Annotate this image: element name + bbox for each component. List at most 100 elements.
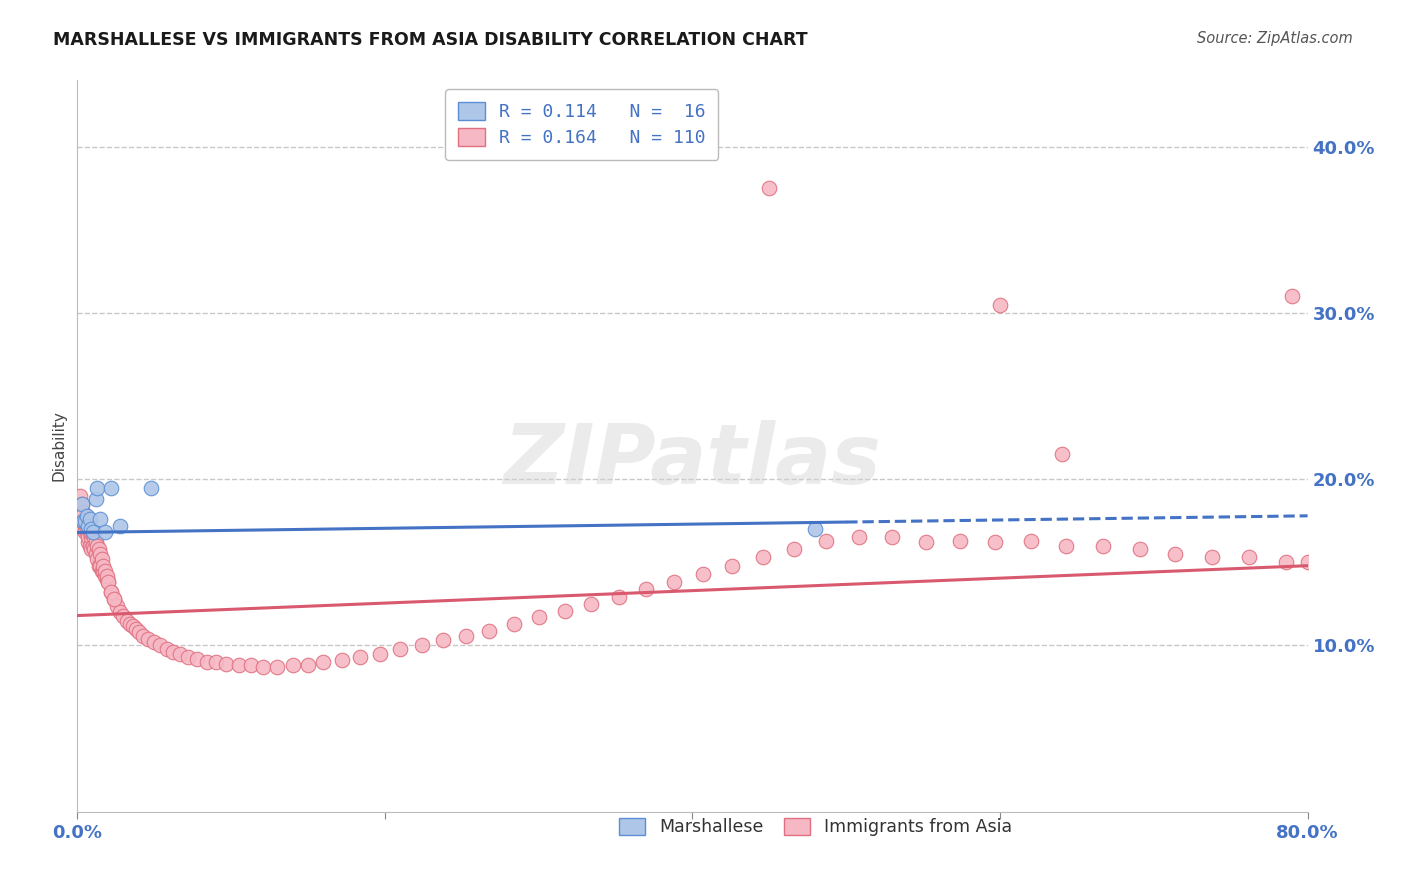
Point bbox=[86, 481, 108, 495]
Point bbox=[692, 567, 714, 582]
Point bbox=[110, 605, 132, 619]
Point bbox=[97, 575, 120, 590]
Point bbox=[1296, 555, 1319, 569]
Point bbox=[721, 558, 744, 573]
Point bbox=[389, 641, 412, 656]
Point bbox=[984, 535, 1007, 549]
Point bbox=[503, 616, 526, 631]
Point bbox=[112, 608, 135, 623]
Point bbox=[84, 535, 107, 549]
Point bbox=[121, 618, 143, 632]
Point bbox=[89, 558, 111, 573]
Point bbox=[72, 522, 94, 536]
Point bbox=[240, 658, 263, 673]
Point bbox=[83, 530, 105, 544]
Point bbox=[94, 525, 117, 540]
Point bbox=[84, 547, 107, 561]
Point bbox=[1050, 447, 1073, 461]
Point bbox=[141, 481, 163, 495]
Point bbox=[662, 575, 685, 590]
Point bbox=[312, 655, 335, 669]
Point bbox=[73, 525, 96, 540]
Point bbox=[281, 658, 304, 673]
Point bbox=[70, 497, 93, 511]
Point bbox=[105, 599, 128, 613]
Point bbox=[330, 653, 353, 667]
Point bbox=[80, 525, 103, 540]
Point bbox=[432, 633, 454, 648]
Point bbox=[1164, 547, 1187, 561]
Point bbox=[1275, 555, 1298, 569]
Point bbox=[115, 614, 138, 628]
Point bbox=[1129, 542, 1152, 557]
Point bbox=[84, 492, 107, 507]
Point bbox=[82, 539, 104, 553]
Point bbox=[82, 525, 104, 540]
Point bbox=[93, 564, 115, 578]
Point bbox=[252, 660, 274, 674]
Point bbox=[195, 655, 218, 669]
Point bbox=[94, 564, 117, 578]
Text: Source: ZipAtlas.com: Source: ZipAtlas.com bbox=[1197, 31, 1353, 46]
Point bbox=[73, 514, 96, 528]
Point bbox=[69, 489, 91, 503]
Point bbox=[79, 539, 101, 553]
Point bbox=[228, 658, 250, 673]
Point bbox=[103, 591, 125, 606]
Point bbox=[80, 522, 103, 536]
Y-axis label: Disability: Disability bbox=[52, 410, 67, 482]
Point bbox=[89, 547, 111, 561]
Point bbox=[76, 514, 98, 528]
Point bbox=[82, 525, 104, 540]
Point bbox=[83, 542, 105, 557]
Point bbox=[80, 542, 103, 557]
Point bbox=[76, 525, 98, 540]
Point bbox=[162, 645, 184, 659]
Point bbox=[297, 658, 319, 673]
Point bbox=[72, 506, 94, 520]
Point bbox=[149, 639, 172, 653]
Point bbox=[349, 650, 371, 665]
Point bbox=[456, 628, 478, 642]
Point bbox=[72, 514, 94, 528]
Point bbox=[100, 585, 122, 599]
Point bbox=[77, 535, 100, 549]
Point bbox=[527, 610, 550, 624]
Point bbox=[79, 522, 101, 536]
Point bbox=[77, 530, 100, 544]
Text: ZIPatlas: ZIPatlas bbox=[503, 420, 882, 501]
Point bbox=[266, 660, 288, 674]
Point bbox=[80, 530, 103, 544]
Point bbox=[128, 625, 150, 640]
Point bbox=[758, 181, 780, 195]
Point bbox=[100, 585, 122, 599]
Point bbox=[73, 514, 96, 528]
Point bbox=[82, 525, 104, 540]
Point bbox=[186, 652, 208, 666]
Point bbox=[89, 512, 111, 526]
Point bbox=[143, 635, 166, 649]
Point bbox=[607, 591, 630, 605]
Point bbox=[1201, 550, 1223, 565]
Point bbox=[1054, 539, 1077, 553]
Text: MARSHALLESE VS IMMIGRANTS FROM ASIA DISABILITY CORRELATION CHART: MARSHALLESE VS IMMIGRANTS FROM ASIA DISA… bbox=[53, 31, 808, 49]
Point bbox=[76, 508, 98, 523]
Point bbox=[752, 550, 775, 565]
Point bbox=[1281, 289, 1303, 303]
Point bbox=[70, 508, 93, 523]
Point bbox=[93, 558, 115, 573]
Point bbox=[77, 518, 100, 533]
Point bbox=[136, 632, 159, 646]
Legend: Marshallese, Immigrants from Asia: Marshallese, Immigrants from Asia bbox=[612, 811, 1019, 843]
Point bbox=[90, 552, 114, 566]
Point bbox=[110, 518, 132, 533]
Point bbox=[72, 514, 94, 528]
Point bbox=[554, 603, 576, 617]
Point bbox=[215, 657, 238, 671]
Point bbox=[86, 539, 108, 553]
Point bbox=[118, 616, 141, 631]
Point bbox=[96, 568, 118, 582]
Point bbox=[79, 512, 101, 526]
Point bbox=[478, 624, 501, 638]
Point bbox=[169, 647, 191, 661]
